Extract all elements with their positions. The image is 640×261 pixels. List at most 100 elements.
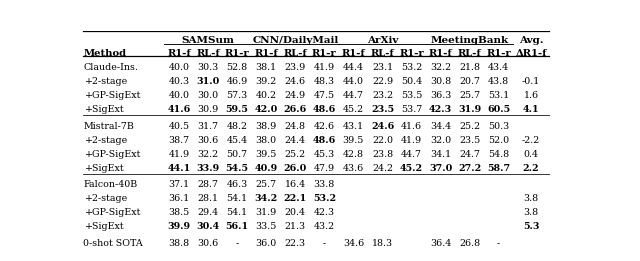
Text: RL-f: RL-f — [284, 49, 307, 58]
Text: 3.8: 3.8 — [524, 209, 539, 217]
Text: 33.9: 33.9 — [196, 164, 220, 173]
Text: 54.1: 54.1 — [227, 194, 248, 204]
Text: 40.5: 40.5 — [168, 122, 189, 131]
Text: +2-stage: +2-stage — [84, 77, 128, 86]
Text: 42.3: 42.3 — [429, 105, 452, 114]
Text: 36.3: 36.3 — [430, 91, 451, 100]
Text: 50.3: 50.3 — [488, 122, 509, 131]
Text: 0.4: 0.4 — [524, 150, 538, 159]
Text: 25.7: 25.7 — [255, 181, 276, 189]
Text: 24.4: 24.4 — [285, 136, 306, 145]
Text: 24.6: 24.6 — [285, 77, 306, 86]
Text: 2.2: 2.2 — [523, 164, 540, 173]
Text: 31.7: 31.7 — [198, 122, 219, 131]
Text: 23.1: 23.1 — [372, 63, 393, 72]
Text: 48.3: 48.3 — [314, 77, 335, 86]
Text: 0-shot SOTA: 0-shot SOTA — [83, 239, 143, 248]
Text: 16.4: 16.4 — [285, 181, 306, 189]
Text: 23.8: 23.8 — [372, 150, 393, 159]
Text: 24.2: 24.2 — [372, 164, 393, 173]
Text: 53.5: 53.5 — [401, 91, 422, 100]
Text: 22.9: 22.9 — [372, 77, 393, 86]
Text: 29.4: 29.4 — [198, 209, 219, 217]
Text: Avg.: Avg. — [519, 36, 543, 45]
Text: 43.1: 43.1 — [343, 122, 364, 131]
Text: 39.9: 39.9 — [168, 222, 191, 232]
Text: 22.0: 22.0 — [372, 136, 393, 145]
Text: 23.5: 23.5 — [459, 136, 480, 145]
Text: 47.5: 47.5 — [314, 91, 335, 100]
Text: 28.7: 28.7 — [198, 181, 219, 189]
Text: +2-stage: +2-stage — [84, 194, 128, 204]
Text: 22.1: 22.1 — [284, 194, 307, 204]
Text: 23.5: 23.5 — [371, 105, 394, 114]
Text: 21.3: 21.3 — [285, 222, 306, 232]
Text: MeetingBank: MeetingBank — [431, 36, 509, 45]
Text: 46.9: 46.9 — [227, 77, 248, 86]
Text: 53.2: 53.2 — [401, 63, 422, 72]
Text: 30.6: 30.6 — [198, 136, 219, 145]
Text: R1-f: R1-f — [429, 49, 452, 58]
Text: R1-f: R1-f — [254, 49, 278, 58]
Text: -: - — [236, 239, 239, 248]
Text: +SigExt: +SigExt — [84, 164, 124, 173]
Text: 53.1: 53.1 — [488, 91, 509, 100]
Text: +GP-SigExt: +GP-SigExt — [84, 150, 141, 159]
Text: 34.1: 34.1 — [430, 150, 451, 159]
Text: 44.7: 44.7 — [401, 150, 422, 159]
Text: 1.6: 1.6 — [524, 91, 539, 100]
Text: 38.0: 38.0 — [255, 136, 276, 145]
Text: R1-r: R1-r — [486, 49, 511, 58]
Text: 40.0: 40.0 — [168, 91, 189, 100]
Text: 42.8: 42.8 — [343, 150, 364, 159]
Text: RL-f: RL-f — [196, 49, 220, 58]
Text: 45.4: 45.4 — [227, 136, 248, 145]
Text: 41.9: 41.9 — [401, 136, 422, 145]
Text: 42.6: 42.6 — [314, 122, 335, 131]
Text: 38.9: 38.9 — [255, 122, 277, 131]
Text: 32.0: 32.0 — [430, 136, 451, 145]
Text: 36.0: 36.0 — [255, 239, 277, 248]
Text: 43.6: 43.6 — [343, 164, 364, 173]
Text: 47.9: 47.9 — [314, 164, 335, 173]
Text: 30.6: 30.6 — [198, 239, 219, 248]
Text: 45.2: 45.2 — [343, 105, 364, 114]
Text: +SigExt: +SigExt — [84, 105, 124, 114]
Text: 30.9: 30.9 — [198, 105, 219, 114]
Text: 22.3: 22.3 — [285, 239, 306, 248]
Text: 56.1: 56.1 — [225, 222, 249, 232]
Text: 26.0: 26.0 — [284, 164, 307, 173]
Text: 39.5: 39.5 — [342, 136, 364, 145]
Text: 38.1: 38.1 — [255, 63, 276, 72]
Text: 30.0: 30.0 — [198, 91, 219, 100]
Text: 37.1: 37.1 — [168, 181, 189, 189]
Text: -2.2: -2.2 — [522, 136, 540, 145]
Text: 34.4: 34.4 — [430, 122, 451, 131]
Text: 44.1: 44.1 — [168, 164, 191, 173]
Text: 25.2: 25.2 — [459, 122, 480, 131]
Text: 41.9: 41.9 — [168, 150, 189, 159]
Text: 3.8: 3.8 — [524, 194, 539, 204]
Text: 48.6: 48.6 — [313, 105, 336, 114]
Text: 40.3: 40.3 — [168, 77, 189, 86]
Text: 54.8: 54.8 — [488, 150, 509, 159]
Text: 33.5: 33.5 — [255, 222, 277, 232]
Text: 41.6: 41.6 — [401, 122, 422, 131]
Text: 37.0: 37.0 — [429, 164, 452, 173]
Text: 30.4: 30.4 — [196, 222, 220, 232]
Text: 26.6: 26.6 — [284, 105, 307, 114]
Text: 38.8: 38.8 — [168, 239, 189, 248]
Text: 59.5: 59.5 — [226, 105, 248, 114]
Text: ΔR1-f: ΔR1-f — [515, 49, 547, 58]
Text: 38.7: 38.7 — [168, 136, 189, 145]
Text: 31.9: 31.9 — [458, 105, 481, 114]
Text: -: - — [323, 239, 326, 248]
Text: 20.4: 20.4 — [285, 209, 306, 217]
Text: -0.1: -0.1 — [522, 77, 540, 86]
Text: 24.8: 24.8 — [285, 122, 306, 131]
Text: 48.2: 48.2 — [227, 122, 248, 131]
Text: +SigExt: +SigExt — [84, 222, 124, 232]
Text: 27.2: 27.2 — [458, 164, 481, 173]
Text: Claude-Ins.: Claude-Ins. — [83, 63, 138, 72]
Text: 28.1: 28.1 — [198, 194, 219, 204]
